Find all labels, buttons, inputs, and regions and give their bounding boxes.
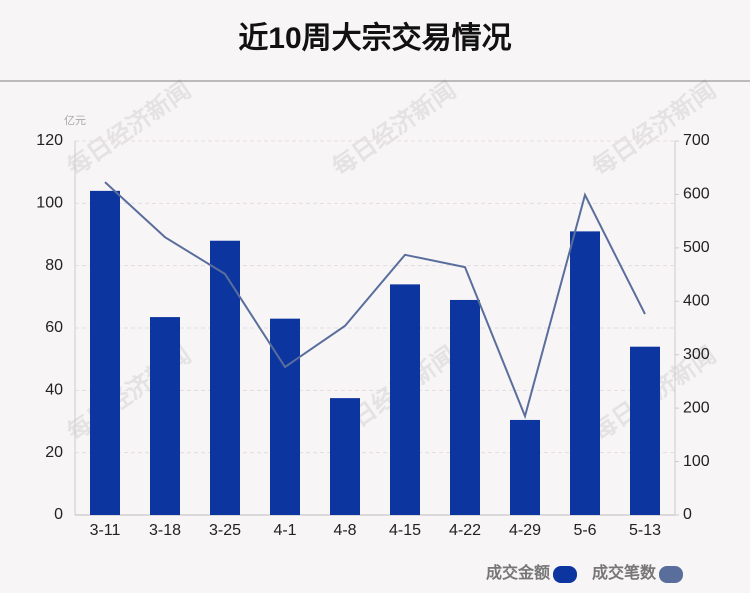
bar <box>450 299 480 515</box>
x-tick-label: 4-22 <box>449 522 481 539</box>
y2-tick-label: 700 <box>683 132 710 149</box>
y2-tick-label: 400 <box>683 293 710 310</box>
y-tick-label: 20 <box>45 444 63 461</box>
x-tick-label: 4-29 <box>509 522 541 539</box>
bar <box>90 190 120 515</box>
y2-tick-label: 500 <box>683 239 710 256</box>
bar <box>390 284 420 515</box>
y-tick-label: 100 <box>36 195 63 212</box>
bar <box>270 318 300 515</box>
legend-swatch <box>553 566 577 583</box>
legend-label: 成交笔数 <box>592 563 657 582</box>
bar <box>570 231 600 515</box>
y-tick-label: 80 <box>45 257 63 274</box>
x-tick-label: 5-6 <box>573 522 596 539</box>
y2-tick-label: 0 <box>683 506 692 523</box>
x-tick-label: 3-25 <box>209 522 241 539</box>
y2-tick-label: 200 <box>683 399 710 416</box>
x-tick-label: 4-8 <box>333 522 356 539</box>
bar <box>210 240 240 515</box>
line <box>104 181 646 420</box>
x-tick-label: 4-15 <box>389 522 421 539</box>
x-tick-label: 4-1 <box>273 522 296 539</box>
bar <box>630 346 660 515</box>
legend-swatch <box>659 566 683 583</box>
y-tick-label: 40 <box>45 382 63 399</box>
bar <box>510 419 540 515</box>
chart-title: 近10周大宗交易情况 <box>238 21 511 55</box>
legend-label: 成交金额 <box>486 563 550 582</box>
y-unit: 亿元 <box>64 114 86 127</box>
y-tick-label: 60 <box>45 319 63 336</box>
x-tick-label: 3-18 <box>149 522 181 539</box>
y-tick-label: 0 <box>54 506 63 523</box>
y2-tick-label: 300 <box>683 346 710 363</box>
y2-tick-label: 100 <box>683 453 710 470</box>
x-tick-label: 3-11 <box>90 522 121 539</box>
y-tick-label: 120 <box>36 132 63 149</box>
x-tick-label: 5-13 <box>629 522 661 539</box>
y2-tick-label: 600 <box>683 186 710 203</box>
bar <box>150 317 180 515</box>
bar <box>330 398 360 515</box>
